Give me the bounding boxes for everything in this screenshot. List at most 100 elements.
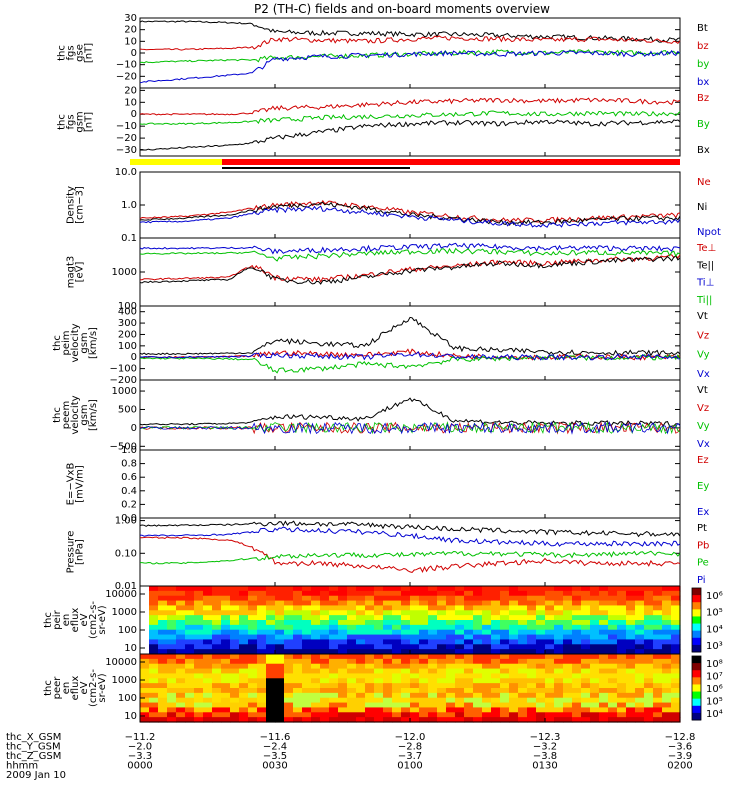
spectrogram-cell <box>239 644 249 650</box>
spectrogram-cell <box>617 586 627 592</box>
spectrogram-cell <box>617 702 627 709</box>
spectrogram-cell <box>275 717 285 723</box>
spectrogram-cell <box>140 692 150 699</box>
y-axis-label: thc <box>57 45 68 61</box>
spectrogram-cell <box>257 668 267 675</box>
colorbar-segment <box>692 712 701 721</box>
spectrogram-cell <box>572 658 582 665</box>
spectrogram-cell <box>167 644 177 650</box>
y-axis-label: peir <box>52 609 63 629</box>
spectrogram-cell <box>455 702 465 709</box>
spectrogram-cell <box>347 688 357 694</box>
spectrogram-cell <box>500 668 510 675</box>
spectrogram-cell <box>383 629 393 636</box>
spectrogram-cell <box>473 624 483 631</box>
spectrogram-cell <box>428 620 438 626</box>
spectrogram-cell <box>590 600 600 607</box>
spectrogram-cell <box>293 692 303 699</box>
spectrogram-cell <box>464 673 474 679</box>
spectrogram-cell <box>608 697 618 704</box>
spectrogram-cell <box>653 586 663 592</box>
spectrogram-cell <box>563 697 573 704</box>
spectrogram-cell <box>284 649 294 655</box>
spectrogram-cell <box>248 697 258 704</box>
spectrogram-cell <box>509 615 519 621</box>
spectrogram-cell <box>464 620 474 626</box>
spectrogram-cell <box>671 678 681 684</box>
spectrogram-cell <box>545 634 555 641</box>
spectrogram-cell <box>608 610 618 616</box>
spectrogram-cell <box>176 620 186 626</box>
spectrogram-cell <box>365 610 375 616</box>
spectrogram-cell <box>338 707 348 713</box>
spectrogram-cell <box>203 639 213 645</box>
legend-entry: Vt <box>697 311 708 322</box>
spectrogram-cell <box>203 658 213 665</box>
spectrogram-cell <box>590 717 600 723</box>
spectrogram-cell <box>590 678 600 684</box>
spectrogram-cell <box>572 688 582 694</box>
spectrogram-cell <box>140 697 150 704</box>
y-axis-label: eflux <box>70 676 81 701</box>
spectrogram-cell <box>482 586 492 592</box>
spectrogram-cell <box>338 624 348 631</box>
legend-entry: Bt <box>697 23 708 34</box>
spectrogram-cell <box>149 595 159 602</box>
spectrogram-cell <box>653 712 663 718</box>
spectrogram-cell <box>419 595 429 602</box>
spectrogram-cell <box>293 634 303 641</box>
spectrogram-cell <box>302 639 312 645</box>
spectrogram-cell <box>311 590 321 597</box>
spectrogram-cell <box>365 683 375 689</box>
spectrogram-cell <box>491 697 501 704</box>
spectrogram-cell <box>167 717 177 723</box>
spectrogram-cell <box>356 639 366 645</box>
y-axis-label: gsm <box>79 404 90 425</box>
spectrogram-cell <box>248 707 258 713</box>
spectrogram-cell <box>266 663 276 670</box>
spectrogram-cell <box>392 620 402 626</box>
spectrogram-cell <box>626 610 636 616</box>
legend-entry: Vy <box>697 421 710 432</box>
spectrogram-cell <box>635 639 645 645</box>
spectrogram-cell <box>275 654 285 660</box>
spectrogram-cell <box>185 663 195 670</box>
spectrogram-cell <box>392 586 402 592</box>
panel-peim: 4003002001000−100−200thcpeimvelocitygsm[… <box>52 305 710 386</box>
colorbar-segment <box>692 616 701 625</box>
spectrogram-cell <box>653 678 663 684</box>
spectrogram-cell <box>392 697 402 704</box>
spectrogram-cell <box>383 663 393 670</box>
spectrogram-cell <box>392 658 402 665</box>
spectrogram-cell <box>617 590 627 597</box>
colorbar-label: 10⁶ <box>706 684 723 695</box>
spectrogram-cell <box>455 707 465 713</box>
spectrogram-cell <box>554 600 564 607</box>
spectrogram-cell <box>428 717 438 723</box>
spectrogram-cell <box>185 697 195 704</box>
spectrogram-cell <box>329 629 339 636</box>
spectrogram-cell <box>428 678 438 684</box>
panel-peir: 10⁶10⁵10⁴10³10000100010010thcpeireneflux… <box>43 585 723 655</box>
spectrogram-cell <box>347 595 357 602</box>
spectrogram-cell <box>284 629 294 636</box>
spectrogram-cell <box>185 707 195 713</box>
spectrogram-cell <box>536 639 546 645</box>
spectrogram-cell <box>572 600 582 607</box>
spectrogram-cell <box>599 707 609 713</box>
spectrogram-cell <box>284 605 294 611</box>
spectrogram-cell <box>509 586 519 592</box>
spectrogram-cell <box>167 688 177 694</box>
spectrogram-cell <box>167 624 177 631</box>
spectrogram-cell <box>176 605 186 611</box>
spectrogram-cell <box>671 586 681 592</box>
spectrogram-cell <box>230 600 240 607</box>
spectrogram-cell <box>554 654 564 660</box>
spectrogram-cell <box>338 595 348 602</box>
spectrogram-cell <box>662 692 672 699</box>
y-tick-label: 10000 <box>105 589 137 600</box>
spectrogram-cell <box>176 683 186 689</box>
spectrogram-cell <box>446 668 456 675</box>
spectrogram-cell <box>455 692 465 699</box>
spectrogram-cell <box>320 639 330 645</box>
